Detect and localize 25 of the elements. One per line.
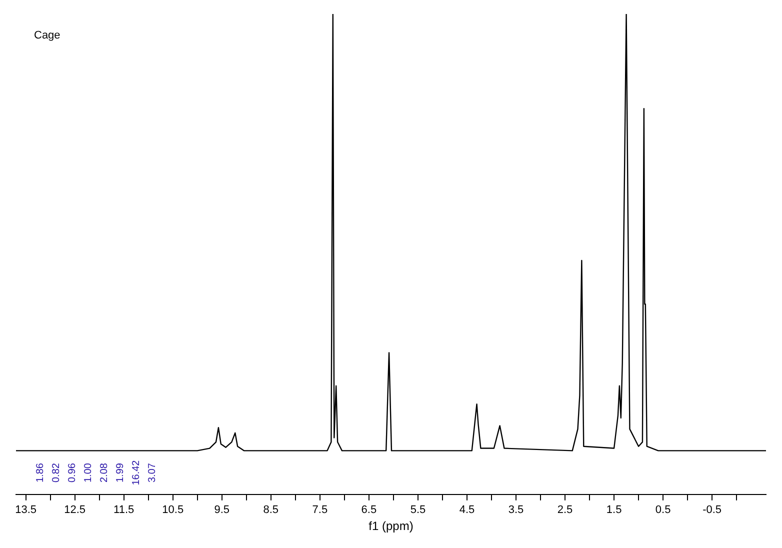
annotation: 16.42 — [130, 460, 142, 486]
x-tick-label: -0.5 — [702, 504, 722, 516]
x-tick-label: 12.5 — [64, 504, 86, 516]
annotation: 0.96 — [66, 462, 78, 483]
x-tick-label: 5.5 — [410, 504, 426, 516]
x-tick-label: 8.5 — [263, 504, 279, 516]
x-tick-label: 10.5 — [162, 504, 184, 516]
annotation: 2.08 — [98, 462, 110, 483]
x-tick-label: 6.5 — [361, 504, 377, 516]
annotation: 3.07 — [146, 462, 158, 483]
x-tick-label: 0.5 — [655, 504, 671, 516]
x-tick-label: 11.5 — [114, 504, 134, 516]
annotation: 0.82 — [50, 462, 62, 483]
annotation: 1.00 — [82, 462, 94, 483]
text: Cage — [34, 30, 60, 42]
x-tick-label: 9.5 — [214, 504, 230, 516]
x-tick-label: 4.5 — [459, 504, 475, 516]
x-tick-label: 3.5 — [508, 504, 524, 516]
annotation: 1.86 — [34, 462, 46, 483]
x-tick-label: 2.5 — [557, 504, 573, 516]
x-axis-title: f1 (ppm) — [368, 519, 414, 534]
annotation: 1.99 — [114, 462, 126, 483]
x-tick-label: 1.5 — [606, 504, 622, 516]
x-tick-label: 7.5 — [312, 504, 328, 516]
x-tick-label: 13.5 — [15, 504, 37, 516]
